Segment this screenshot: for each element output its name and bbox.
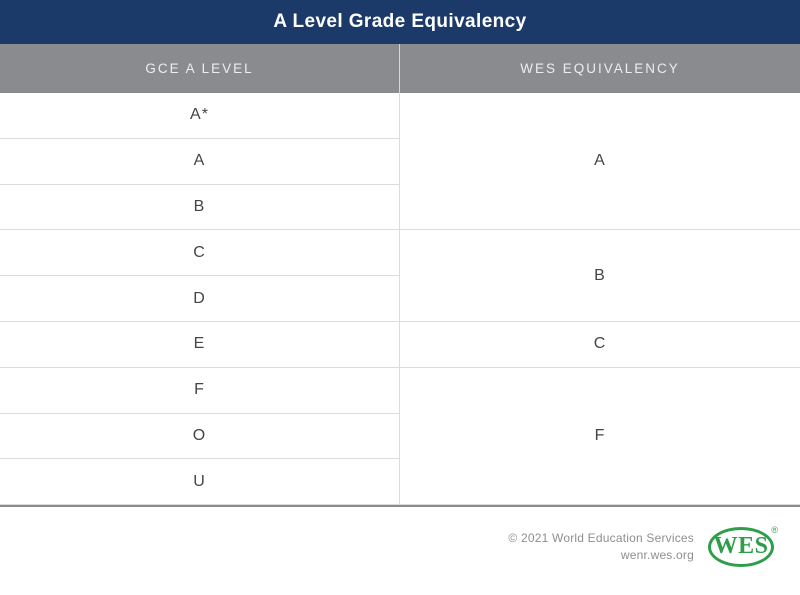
gce-grade-cell: A* xyxy=(0,93,400,139)
grade-equivalency-table: GCE A LEVEL WES EQUIVALENCY A* A B C D E… xyxy=(0,44,800,508)
gce-grade-cell: F xyxy=(0,367,400,414)
gce-grade-cell: A xyxy=(0,138,400,185)
wes-grade-cell: C xyxy=(400,321,800,368)
wes-grade-cell: B xyxy=(400,230,800,322)
wes-logo: WES ® xyxy=(708,525,778,568)
page-title: A Level Grade Equivalency xyxy=(273,11,527,32)
gce-grade-cell: C xyxy=(0,230,400,277)
wes-grade-cell: A xyxy=(400,93,800,231)
registered-trademark-icon: ® xyxy=(771,525,778,536)
gce-grade-cell: O xyxy=(0,413,400,460)
title-banner: A Level Grade Equivalency xyxy=(0,0,800,44)
gce-grade-cell: E xyxy=(0,321,400,368)
site-line: wenr.wes.org xyxy=(620,548,694,563)
column-header-wes: WES EQUIVALENCY xyxy=(400,44,800,93)
copyright-line: © 2021 World Education Services xyxy=(508,530,694,545)
gce-grade-cell: U xyxy=(0,459,400,506)
wes-logo-text: WES xyxy=(713,533,769,560)
wes-grade-cell: F xyxy=(400,367,800,506)
footer: © 2021 World Education Services wenr.wes… xyxy=(0,525,800,568)
gce-grade-cell: B xyxy=(0,184,400,231)
credit-text: © 2021 World Education Services wenr.wes… xyxy=(508,530,694,565)
column-header-gce: GCE A LEVEL xyxy=(0,44,400,93)
gce-grade-cell: D xyxy=(0,276,400,322)
